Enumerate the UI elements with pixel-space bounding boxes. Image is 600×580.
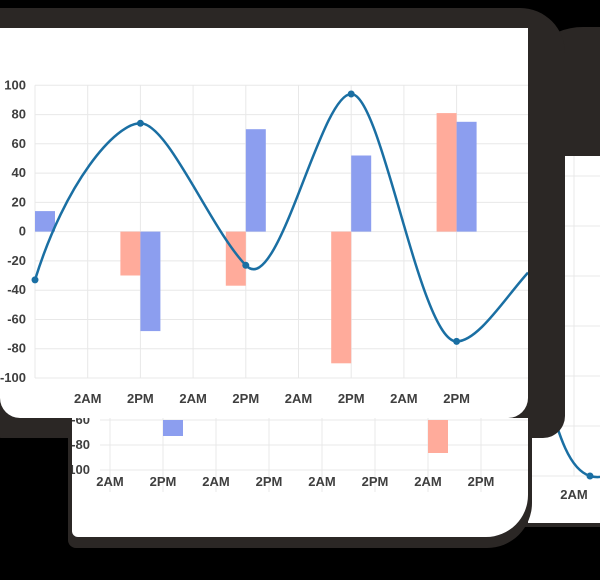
svg-text:2AM: 2AM: [308, 474, 335, 489]
svg-text:2PM: 2PM: [127, 391, 154, 406]
svg-text:-80: -80: [7, 341, 26, 356]
svg-text:-100: -100: [0, 370, 26, 385]
svg-text:0: 0: [19, 224, 26, 239]
svg-text:-60: -60: [7, 312, 26, 327]
svg-text:2PM: 2PM: [256, 474, 283, 489]
svg-text:20: 20: [12, 194, 26, 209]
svg-text:2AM: 2AM: [179, 391, 206, 406]
svg-text:-60: -60: [72, 418, 90, 427]
svg-text:2AM: 2AM: [202, 474, 229, 489]
svg-text:100: 100: [4, 77, 26, 92]
svg-text:2PM: 2PM: [468, 474, 495, 489]
svg-text:-20: -20: [7, 253, 26, 268]
svg-text:60: 60: [12, 136, 26, 151]
svg-text:2PM: 2PM: [338, 391, 365, 406]
svg-text:2PM: 2PM: [443, 391, 470, 406]
svg-text:2AM: 2AM: [414, 474, 441, 489]
svg-text:2AM: 2AM: [390, 391, 417, 406]
svg-text:80: 80: [12, 107, 26, 122]
svg-text:2AM: 2AM: [560, 487, 587, 502]
svg-text:-40: -40: [7, 282, 26, 297]
svg-text:40: 40: [12, 165, 26, 180]
svg-text:2PM: 2PM: [362, 474, 389, 489]
svg-text:2PM: 2PM: [232, 391, 259, 406]
svg-text:2PM: 2PM: [150, 474, 177, 489]
svg-text:2AM: 2AM: [285, 391, 312, 406]
svg-text:-100: -100: [72, 462, 90, 477]
svg-text:2AM: 2AM: [96, 474, 123, 489]
svg-text:2AM: 2AM: [74, 391, 101, 406]
svg-text:-80: -80: [72, 437, 90, 452]
